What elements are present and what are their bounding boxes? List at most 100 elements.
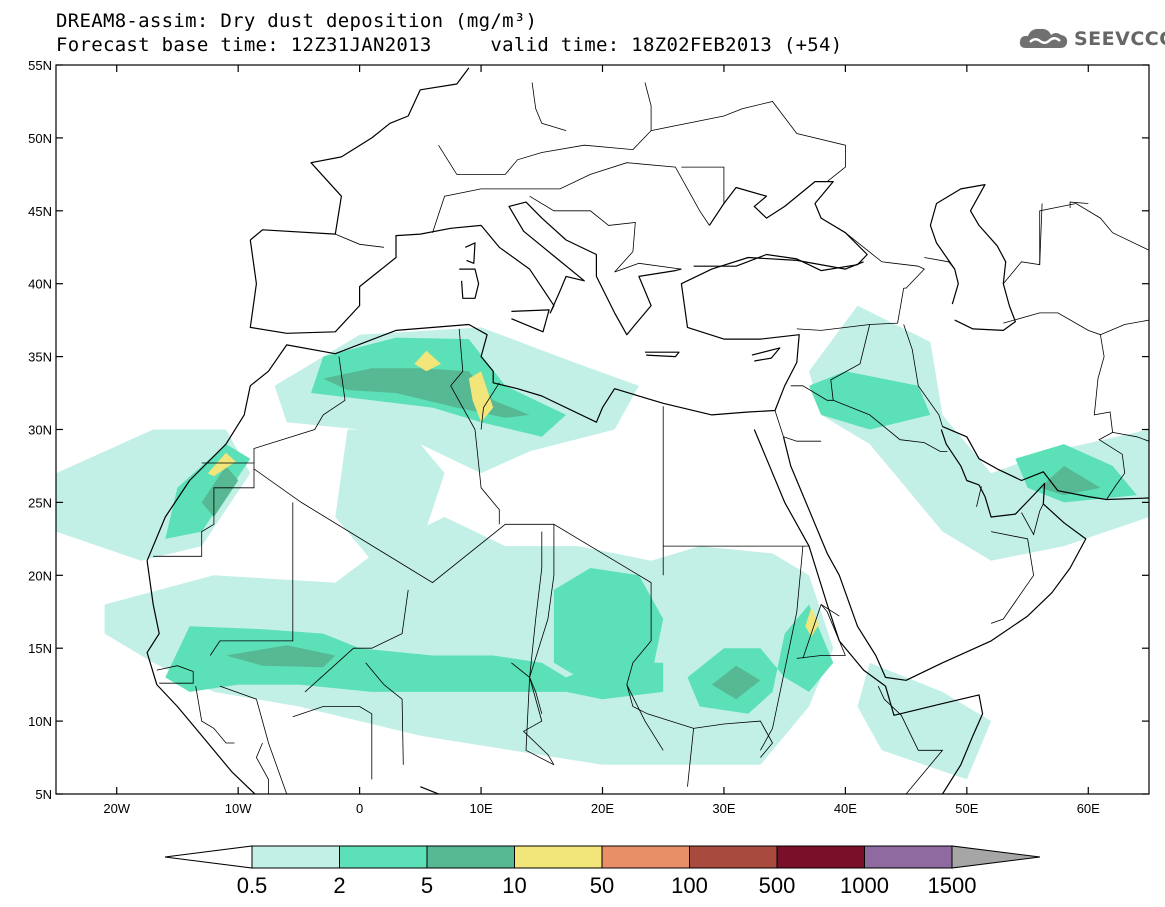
country-border-1 [253,356,346,463]
country-border-38 [976,486,982,507]
country-border-17 [760,546,804,751]
country-border-23 [432,162,710,233]
coastline-6 [942,426,1149,501]
country-border-39 [511,662,555,766]
colorbar-label: 5 [421,873,433,898]
map-subtitle: Forecast base time: 12Z31JAN2013 valid t… [56,34,843,56]
valid-time: valid time: 18Z02FEB2013 (+54) [490,34,843,56]
dust-region-20 [468,371,494,423]
lat-tick-label: 50N [28,131,52,146]
lon-tick-label: 40E [834,801,857,816]
lon-tick-label: 10W [225,801,252,816]
country-border-6 [450,328,476,430]
country-border-44 [195,686,235,744]
dust-region-14 [201,465,239,517]
cloud-logo-icon [1019,28,1068,48]
country-border-15 [783,436,822,442]
colorbar-segment-6 [776,845,865,869]
dust-region-4 [335,429,445,561]
country-border-41 [292,706,373,780]
country-border-33 [1069,201,1089,208]
country-border-2 [253,468,664,751]
lon-tick-label: 10E [469,801,492,816]
country-border-37 [1021,503,1044,536]
country-border-14 [903,324,943,427]
coastline-5 [884,685,984,794]
lon-tick-label: 30E [712,801,735,816]
lat-tick-label: 30N [28,423,52,438]
dust-region-3 [809,305,1149,561]
country-border-34 [1039,203,1043,265]
lat-tick-label: 35N [28,350,52,365]
country-border-40 [365,662,404,765]
country-border-18 [802,603,846,659]
country-border-47 [626,684,773,758]
dust-region-18 [207,452,236,477]
colorbar-label: 50 [590,873,614,898]
colorbar-segment-0 [251,845,340,869]
country-border-3 [209,502,294,656]
contour-layer [56,305,1149,780]
colorbar-segment-7 [864,845,953,869]
coastline-3 [753,429,886,687]
colorbar-segment-4 [601,845,690,869]
country-border-19 [877,685,944,794]
colorbar-label: 0.5 [237,873,268,898]
country-border-36 [1112,432,1149,442]
country-border-29 [845,232,925,289]
colorbar-high-arrow [951,845,1041,869]
colorbar-segment-1 [339,845,428,869]
coastline-7 [929,184,1017,331]
country-border-22 [335,233,384,248]
country-border-50 [820,604,840,617]
logo-text: SEEVCCC [1074,28,1165,50]
coastline-11 [459,268,480,299]
coastline-1 [249,201,682,336]
lon-tick-label: 20E [591,801,614,816]
country-border-49 [796,655,846,659]
coastline-13 [465,242,476,264]
colorbar-segment-5 [689,845,778,869]
country-border-25 [438,82,652,175]
lat-tick-label: 20N [28,568,52,583]
dust-region-8 [165,626,664,700]
lat-tick-label: 5N [35,787,52,802]
lat-tick-label: 45N [28,204,52,219]
dust-region-21 [805,607,819,637]
colorbar-segment-2 [426,845,515,869]
lat-tick-label: 15N [28,641,52,656]
coastline-14 [751,347,781,362]
country-border-27 [651,101,846,182]
country-border-43 [156,665,194,684]
country-border-24 [529,195,682,273]
colorbar-segment-3 [514,845,603,869]
country-border-32 [1002,203,1149,284]
colorbar-label: 100 [671,873,708,898]
dust-region-15 [226,645,336,668]
border-layer [153,82,1149,794]
country-border-31 [1003,312,1126,500]
lat-tick-label: 25N [28,495,52,510]
country-border-30 [924,257,956,270]
colorbar-label: 1000 [840,873,889,898]
country-border-48 [687,728,694,787]
country-border-35 [1100,319,1149,336]
lat-tick-label: 40N [28,277,52,292]
dust-region-9 [553,568,664,692]
country-border-7 [480,382,500,430]
coastline-12 [511,309,550,333]
latitude-axis: 55N 50N 45N 40N 35N 30N 25N 20N 15N 10N 5N [28,58,1149,802]
colorbar-label: 500 [759,873,796,898]
dust-region-16 [711,665,761,700]
country-border-0 [153,462,255,557]
colorbar-label: 2 [333,873,345,898]
country-border-45 [255,742,269,794]
country-border-11 [790,385,948,452]
country-border-4 [304,589,409,693]
longitude-axis: 20W 10W 0 10E 20E 30E 40E 50E 60E [103,65,1100,816]
colorbar-label: 1500 [928,873,977,898]
lon-tick-label: 0 [356,801,363,816]
country-border-46 [529,677,543,714]
coastline-8 [146,560,256,794]
country-border-16 [990,531,1035,624]
